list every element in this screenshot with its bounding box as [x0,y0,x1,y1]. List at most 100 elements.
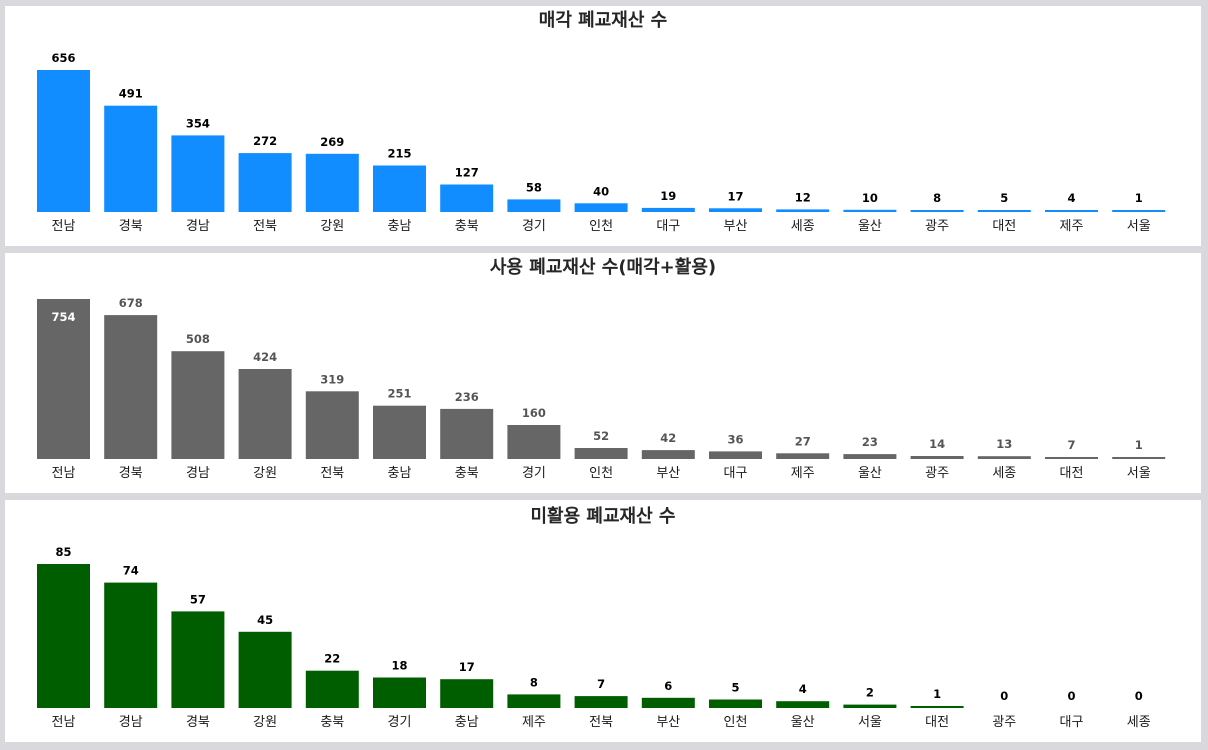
data-label: 127 [455,166,479,180]
bar [104,582,158,708]
category-label: 서울 [858,715,882,730]
data-label: 1 [933,687,941,701]
category-label: 세종 [1127,715,1151,730]
bar [776,701,830,708]
category-label: 부산 [724,219,748,234]
category-label: 충남 [455,715,479,730]
bar [305,391,359,459]
bar [440,184,494,212]
category-label: 경기 [388,715,412,730]
bar [238,369,292,459]
bar [1045,210,1098,212]
bar [843,454,897,459]
category-label: 부산 [656,715,680,730]
data-label: 160 [522,406,546,420]
category-label: 대전 [1060,466,1084,481]
data-label: 13 [996,437,1012,451]
data-label: 17 [459,660,475,674]
data-label: 4 [1067,191,1075,205]
bar [843,704,897,708]
category-label: 경남 [186,219,210,234]
category-label: 대전 [992,219,1016,234]
data-label: 215 [387,147,411,161]
category-label: 울산 [791,715,815,730]
data-label: 319 [320,372,344,386]
bar [507,199,561,212]
category-label: 제주 [522,715,546,730]
data-label: 4 [799,682,807,696]
category-label: 강원 [253,466,277,481]
data-label: 5 [731,681,739,695]
category-label: 광주 [992,715,1016,730]
category-label: 충남 [388,219,412,234]
category-label: 충북 [320,715,344,730]
data-label: 656 [51,51,75,65]
data-label: 272 [253,134,277,148]
chart-title: 미활용 폐교재산 수 [530,506,675,527]
category-label: 전북 [320,466,344,481]
category-label: 경북 [119,466,143,481]
bar [305,153,359,212]
data-label: 2 [866,686,874,700]
category-label: 대구 [724,466,748,481]
bar [37,299,90,459]
category-label: 경남 [119,715,143,730]
category-label: 인천 [724,715,748,730]
bar [776,209,830,212]
chart-panel-used: 사용 폐교재산 수(매각+활용) 754 전남 678 경북 508 경남 424 강원 319… [5,253,1201,493]
bar [373,165,426,212]
data-label: 8 [530,675,538,689]
category-label: 서울 [1127,219,1151,234]
chart-title: 사용 폐교재산 수(매각+활용) [490,257,716,278]
data-label: 40 [593,184,609,198]
data-label: 18 [391,659,407,673]
category-label: 광주 [925,219,949,234]
bar [641,450,695,459]
bar-chart-unused: 미활용 폐교재산 수 85전남74경남57경북45강원22충북18경기17충남8… [37,506,1151,730]
data-label: 74 [123,564,139,578]
data-label: 754 [51,310,75,324]
data-label: 0 [1135,689,1143,703]
category-label: 서울 [1127,466,1151,481]
bar [574,203,628,212]
data-label: 0 [1000,689,1008,703]
category-label: 충북 [455,219,479,234]
bar [305,670,359,708]
category-label: 전남 [52,219,76,234]
bar [440,408,494,459]
category-label: 제주 [1060,219,1084,234]
data-label: 19 [660,189,676,203]
bar [574,448,628,459]
bar [641,207,695,212]
data-label: 1 [1135,191,1143,205]
data-label: 42 [660,431,676,445]
bar [440,679,494,708]
category-label: 대전 [925,715,949,730]
category-label: 경기 [522,219,546,234]
category-label: 경기 [522,466,546,481]
data-label: 8 [933,191,941,205]
data-label: 58 [526,180,542,194]
category-label: 경남 [186,466,210,481]
data-label: 17 [727,189,743,203]
category-label: 인천 [589,219,613,234]
category-label: 충남 [388,466,412,481]
bar [171,135,225,212]
bar-chart-used: 사용 폐교재산 수(매각+활용) 754 전남 678 경북 508 경남 424 강원 319… [37,257,1166,481]
chart-title: 매각 폐교재산 수 [539,10,667,31]
data-label: 12 [795,190,811,204]
category-label: 세종 [791,219,815,234]
data-label: 251 [387,387,411,401]
bar [1112,457,1166,459]
category-label: 경북 [119,219,143,234]
data-label: 7 [1067,438,1075,452]
category-label: 세종 [992,466,1016,481]
bar [843,209,897,212]
category-label: 인천 [589,466,613,481]
bar [709,699,762,708]
bar [507,425,561,459]
category-label: 강원 [320,219,344,234]
bar [977,456,1031,459]
bar [238,153,292,212]
data-label: 57 [190,592,206,606]
